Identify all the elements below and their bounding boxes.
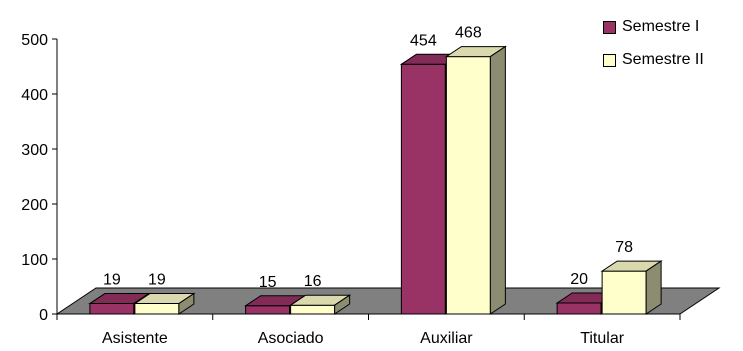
y-tick-label: 100 [21,252,48,269]
y-tick-label: 200 [21,197,48,214]
y-tick-label: 500 [21,32,48,49]
y-tick-label: 400 [21,87,48,104]
bar-semestre-i-asociado-front [245,305,291,315]
bar-semestre-ii-titular-front [601,270,647,315]
bar-semestre-i-auxiliar-front [400,63,446,315]
bar-semestre-ii-auxiliar-side [489,45,506,315]
x-tick-label-asociado: Asociado [258,330,324,347]
data-label-semestre-i-titular: 20 [570,271,588,288]
bar-semestre-ii-asistente-front [134,303,180,315]
data-label-semestre-i-asistente: 19 [103,272,121,289]
x-tick-label-titular: Titular [580,330,625,347]
bar-semestre-i-asistente [88,292,151,315]
bar-semestre-ii-asociado-side [334,294,351,315]
data-label-semestre-i-auxiliar: 454 [410,32,437,49]
data-label-semestre-ii-titular: 78 [615,239,633,256]
data-label-semestre-ii-asociado: 16 [304,273,322,290]
bar-semestre-ii-auxiliar [444,45,508,315]
bar-semestre-ii-asociado-front [290,304,336,315]
bar-semestre-ii-titular-side [645,260,662,315]
bar-semestre-ii-asistente [133,292,196,315]
bar-semestre-ii-titular [600,260,663,315]
bar-semestre-i-titular-front [556,302,602,315]
data-label-semestre-i-asociado: 15 [259,274,277,291]
bar-semestre-ii-asociado [288,294,352,315]
x-tick-label-asistente: Asistente [102,330,168,347]
legend-swatch-semestre-ii [603,53,616,67]
y-tick-label: 300 [21,142,48,159]
legend-label-semestre-i: Semestre I [622,18,700,35]
legend: Semestre I Semestre II [603,16,741,82]
legend-item-semestre-i: Semestre I [603,16,741,38]
bar-semestre-ii-asistente-side [178,292,195,315]
legend-item-semestre-ii: Semestre II [603,49,741,71]
legend-label-semestre-ii: Semestre II [622,51,704,68]
y-tick-label: 0 [39,307,48,324]
data-label-semestre-ii-asistente: 19 [148,272,166,289]
x-tick-label-auxiliar: Auxiliar [420,330,473,347]
data-label-semestre-ii-auxiliar: 468 [455,25,482,42]
bar-semestre-i-asistente-front [89,303,135,315]
bar-semestre-ii-auxiliar-front [445,56,491,315]
legend-swatch-semestre-i [603,20,616,34]
